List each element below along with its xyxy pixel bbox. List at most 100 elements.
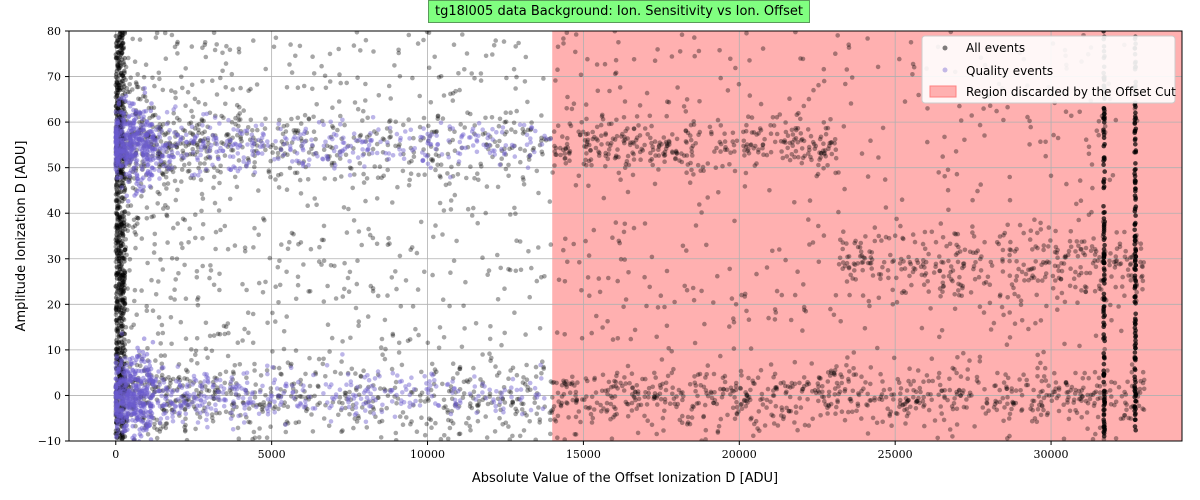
data-point-all-events [361,368,366,374]
data-point-all-events [583,238,588,244]
data-point-all-events [355,258,360,264]
data-point-all-events [195,295,201,300]
data-point-all-events [519,407,525,412]
data-point-all-events [941,274,946,279]
data-point-all-events [779,149,784,154]
data-point-all-events [303,371,308,377]
data-point-all-events [770,115,776,120]
data-point-all-events [846,376,851,382]
data-point-all-events [613,70,619,76]
data-point-all-events [881,259,887,265]
data-point-all-events [158,353,164,359]
data-point-all-events [328,263,334,268]
data-point-all-events [378,345,384,350]
data-point-all-events [137,37,143,42]
data-point-quality-events [278,395,284,400]
data-point-all-events [1089,162,1095,167]
data-point-all-events [868,381,873,387]
data-point-all-events [844,279,850,284]
data-point-all-events [731,319,737,325]
data-point-all-events [151,213,156,219]
data-point-all-events [634,383,640,388]
data-point-all-events [443,404,448,409]
data-point-all-events [448,91,453,97]
data-point-all-events [123,237,128,242]
data-point-all-events [164,408,169,414]
data-point-all-events [183,66,188,71]
data-point-all-events [185,169,191,174]
data-point-all-events [237,362,243,367]
data-point-all-events [113,197,119,203]
data-point-all-events [1005,394,1010,400]
data-point-all-events [669,370,675,376]
data-point-all-events [732,395,737,400]
data-point-all-events [1133,427,1138,433]
data-point-all-events [438,436,444,441]
data-point-all-events [157,191,162,197]
data-point-all-events [695,393,700,399]
data-point-all-events [165,181,171,186]
data-point-all-events [555,413,561,419]
data-point-all-events [1030,247,1035,252]
data-point-all-events [497,402,502,408]
data-point-all-events [250,436,255,441]
data-point-all-events [654,431,659,437]
data-point-all-events [295,85,301,90]
data-point-all-events [339,429,344,435]
data-point-all-events [1120,274,1125,280]
data-point-all-events [1102,424,1107,429]
data-point-all-events [618,380,623,386]
data-point-all-events [832,367,838,373]
data-point-all-events [725,412,730,418]
data-point-all-events [115,233,120,239]
data-point-all-events [168,295,173,301]
data-point-all-events [175,187,180,193]
data-point-all-events [1000,259,1005,264]
data-point-all-events [385,167,391,173]
data-point-all-events [610,337,616,342]
data-point-all-events [164,387,170,392]
data-point-all-events [584,394,589,399]
data-point-all-events [925,279,930,284]
data-point-quality-events [407,392,413,398]
data-point-all-events [1033,320,1038,326]
data-point-all-events [622,375,627,380]
data-point-all-events [1133,334,1138,340]
data-point-all-events [1132,367,1138,373]
data-point-all-events [732,168,738,174]
data-point-all-events [1140,264,1145,270]
data-point-all-events [833,293,839,298]
data-point-all-events [1132,350,1138,355]
data-point-all-events [718,141,724,147]
data-point-all-events [705,195,710,200]
data-point-quality-events [324,363,330,368]
data-point-all-events [781,416,786,422]
data-point-all-events [349,166,354,171]
data-point-all-events [377,164,383,169]
data-point-all-events [648,135,653,141]
data-point-all-events [271,365,277,371]
data-point-all-events [121,106,127,111]
data-point-all-events [1101,247,1107,252]
data-point-all-events [1113,436,1119,441]
data-point-all-events [792,292,798,298]
data-point-all-events [912,239,918,245]
data-point-all-events [116,44,121,49]
data-point-all-events [1086,212,1092,218]
data-point-all-events [213,391,218,396]
data-point-all-events [173,95,178,101]
data-point-all-events [426,31,432,35]
data-point-all-events [826,403,832,409]
data-point-all-events [128,203,134,208]
data-point-quality-events [278,402,283,408]
data-point-all-events [1069,384,1075,390]
data-point-all-events [728,56,733,62]
data-point-all-events [139,288,144,293]
data-point-all-events [205,137,211,143]
data-point-all-events [114,197,120,203]
data-point-all-events [821,78,827,84]
data-point-all-events [125,89,131,95]
data-point-all-events [563,146,568,152]
data-point-all-events [263,116,268,122]
data-point-all-events [384,405,390,411]
